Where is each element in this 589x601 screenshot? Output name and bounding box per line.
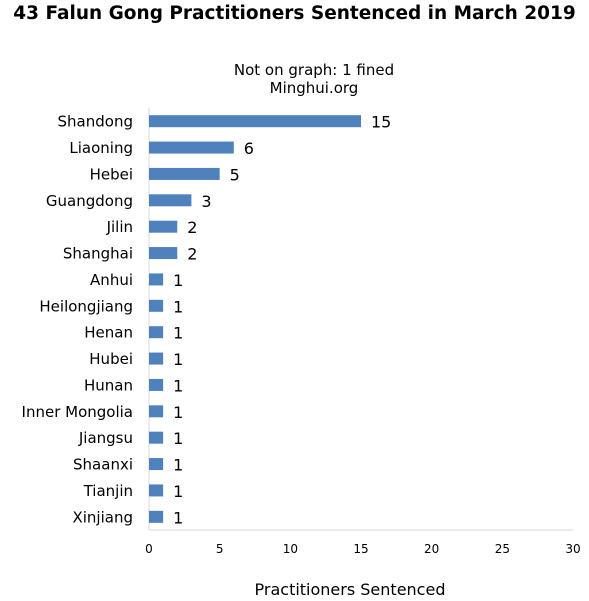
x-tick-label: 15 bbox=[353, 542, 368, 556]
x-tick-label: 0 bbox=[145, 542, 153, 556]
bar bbox=[149, 299, 164, 312]
category-label: Hubei bbox=[89, 350, 133, 368]
bar bbox=[149, 326, 164, 339]
bar bbox=[149, 431, 164, 444]
bar bbox=[149, 167, 220, 180]
data-label: 1 bbox=[173, 297, 183, 316]
data-label: 1 bbox=[173, 350, 183, 369]
category-label: Shanghai bbox=[63, 245, 133, 263]
bar bbox=[149, 352, 164, 365]
chart-subtitle: Not on graph: 1 fined Minghui.org bbox=[0, 61, 589, 97]
category-label: Jilin bbox=[106, 218, 133, 236]
category-label: Anhui bbox=[90, 271, 133, 289]
data-label: 6 bbox=[244, 139, 254, 158]
bar bbox=[149, 115, 361, 128]
category-label: Liaoning bbox=[69, 139, 133, 157]
bar bbox=[149, 510, 164, 523]
category-label: Hunan bbox=[84, 376, 133, 394]
data-label: 1 bbox=[173, 482, 183, 501]
x-tick-label: 30 bbox=[565, 542, 580, 556]
bar bbox=[149, 273, 164, 286]
bar bbox=[149, 141, 234, 154]
data-label: 15 bbox=[371, 113, 391, 132]
data-label: 2 bbox=[187, 245, 197, 264]
data-label: 1 bbox=[173, 456, 183, 475]
data-label: 1 bbox=[173, 271, 183, 290]
data-label: 5 bbox=[230, 165, 240, 184]
x-tick-label: 25 bbox=[495, 542, 510, 556]
category-label: Xinjiang bbox=[72, 508, 133, 526]
category-label: Inner Mongolia bbox=[22, 403, 133, 421]
subtitle-line-fined-note: Not on graph: 1 fined bbox=[233, 61, 395, 79]
category-label: Tianjin bbox=[83, 482, 133, 500]
bar bbox=[149, 247, 178, 260]
category-label: Shaanxi bbox=[73, 456, 133, 474]
x-tick-label: 10 bbox=[283, 542, 298, 556]
category-label: Hebei bbox=[90, 165, 133, 183]
bar bbox=[149, 484, 164, 497]
data-label: 1 bbox=[173, 508, 183, 527]
bar bbox=[149, 378, 164, 391]
data-label: 3 bbox=[201, 192, 211, 211]
x-tick-label: 5 bbox=[216, 542, 224, 556]
category-label: Heilongjiang bbox=[39, 297, 133, 315]
category-label: Guangdong bbox=[46, 192, 133, 210]
subtitle-line-source: Minghui.org bbox=[269, 79, 359, 97]
category-label: Shandong bbox=[58, 113, 133, 131]
data-label: 2 bbox=[187, 218, 197, 237]
x-axis-title: Practitioners Sentenced bbox=[254, 580, 446, 599]
category-label: Henan bbox=[84, 324, 133, 342]
data-label: 1 bbox=[173, 429, 183, 448]
bar bbox=[149, 458, 164, 471]
category-label: Jiangsu bbox=[78, 429, 133, 447]
data-label: 1 bbox=[173, 324, 183, 343]
x-tick-label: 20 bbox=[424, 542, 439, 556]
bar bbox=[149, 194, 192, 207]
data-label: 1 bbox=[173, 403, 183, 422]
bar bbox=[149, 405, 164, 418]
chart-title: 43 Falun Gong Practitioners Sentenced in… bbox=[13, 3, 576, 24]
data-label: 1 bbox=[173, 376, 183, 395]
bar bbox=[149, 220, 178, 233]
